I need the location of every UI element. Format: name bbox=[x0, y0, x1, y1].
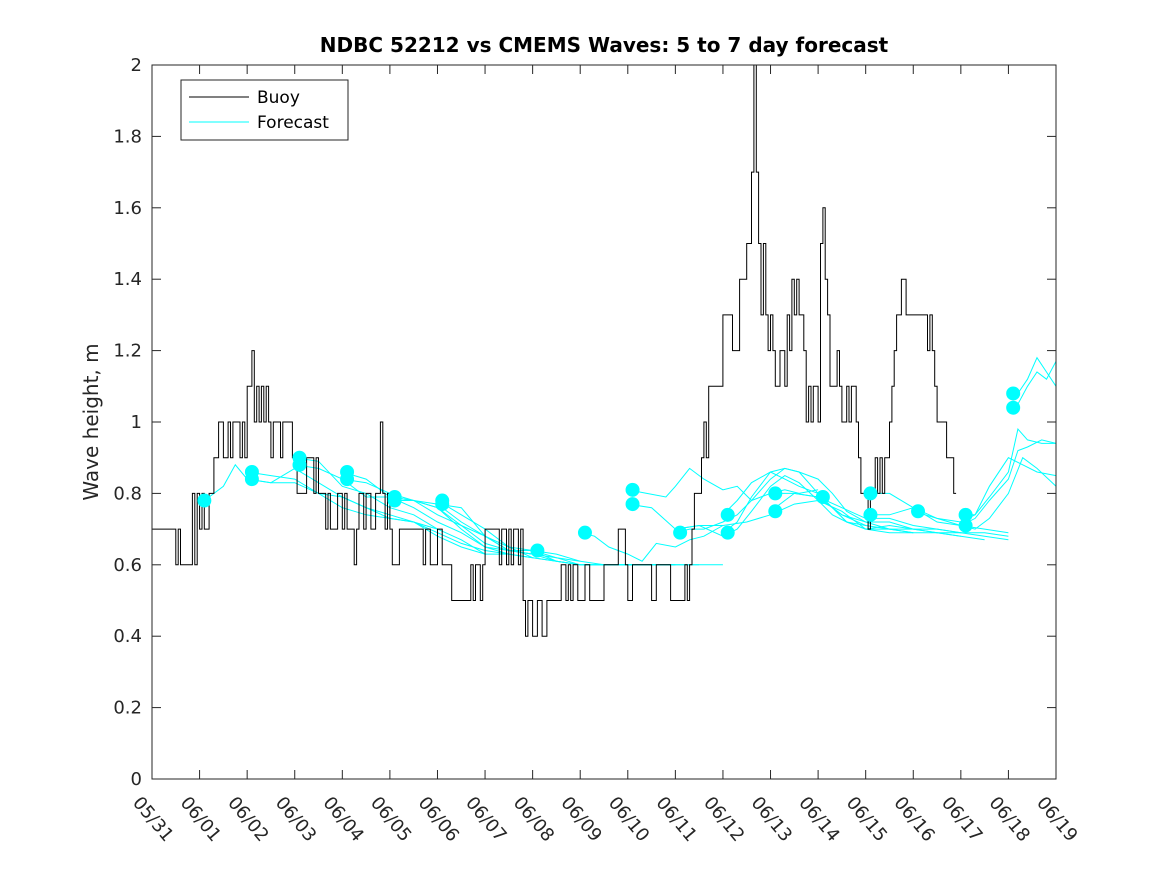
forecast-series-line bbox=[722, 471, 914, 534]
y-tick-label: 1.4 bbox=[113, 269, 142, 290]
forecast-series-line bbox=[580, 525, 724, 562]
forecast-marker bbox=[197, 493, 212, 508]
forecast-marker bbox=[863, 486, 878, 501]
forecast-series-line bbox=[627, 467, 819, 502]
chart-title: NDBC 52212 vs CMEMS Waves: 5 to 7 day fo… bbox=[320, 33, 889, 57]
y-tick-label: 0.8 bbox=[113, 483, 142, 504]
forecast-series-line bbox=[627, 500, 819, 530]
forecast-marker bbox=[815, 489, 830, 504]
marker-layer bbox=[197, 386, 1021, 558]
forecast-marker bbox=[1006, 400, 1021, 415]
forecast-marker bbox=[577, 525, 592, 540]
forecast-marker bbox=[530, 543, 545, 558]
legend: Buoy Forecast bbox=[180, 79, 349, 141]
forecast-marker bbox=[625, 497, 640, 512]
forecast-series-line bbox=[294, 464, 533, 555]
forecast-series-line bbox=[294, 457, 533, 559]
forecast-series-line bbox=[960, 439, 1057, 526]
y-tick-label: 0.2 bbox=[113, 698, 142, 719]
forecast-series-line bbox=[817, 496, 1009, 541]
y-tick-label: 0.6 bbox=[113, 555, 142, 576]
forecast-marker bbox=[958, 518, 973, 533]
forecast-series-line bbox=[247, 467, 509, 555]
forecast-marker bbox=[625, 482, 640, 497]
forecast-series-line bbox=[960, 428, 1056, 516]
legend-box bbox=[180, 79, 349, 141]
forecast-marker bbox=[435, 497, 450, 512]
forecast-marker bbox=[673, 525, 688, 540]
buoy-series-line bbox=[152, 64, 957, 637]
legend-forecast-label: Forecast bbox=[257, 113, 329, 133]
legend-buoy-label: Buoy bbox=[257, 88, 300, 108]
forecast-marker bbox=[768, 504, 783, 519]
series-layer bbox=[152, 64, 1057, 637]
forecast-marker bbox=[768, 486, 783, 501]
axes-background bbox=[152, 65, 1056, 779]
y-tick-label: 0.4 bbox=[113, 626, 142, 647]
forecast-series-line bbox=[722, 467, 961, 537]
forecast-marker bbox=[720, 507, 735, 522]
forecast-marker bbox=[292, 457, 307, 472]
forecast-series-line bbox=[865, 456, 1057, 530]
y-tick-label: 1.8 bbox=[113, 126, 142, 147]
y-axis-label: Wave height, m bbox=[79, 343, 103, 500]
y-tick-label: 1 bbox=[131, 412, 142, 433]
forecast-marker bbox=[1006, 386, 1021, 401]
forecast-series-line bbox=[817, 500, 1009, 537]
forecast-marker bbox=[911, 504, 926, 519]
y-tick-label: 0 bbox=[131, 769, 142, 790]
forecast-marker bbox=[340, 472, 355, 487]
forecast-marker bbox=[244, 472, 259, 487]
plot-area bbox=[152, 65, 1056, 779]
forecast-series-line bbox=[913, 457, 1057, 523]
y-tick-label: 2 bbox=[131, 55, 142, 76]
forecast-marker bbox=[863, 507, 878, 522]
y-tick-label: 1.2 bbox=[113, 341, 142, 362]
y-tick-label: 1.6 bbox=[113, 198, 142, 219]
forecast-marker bbox=[387, 493, 402, 508]
forecast-marker bbox=[720, 525, 735, 540]
